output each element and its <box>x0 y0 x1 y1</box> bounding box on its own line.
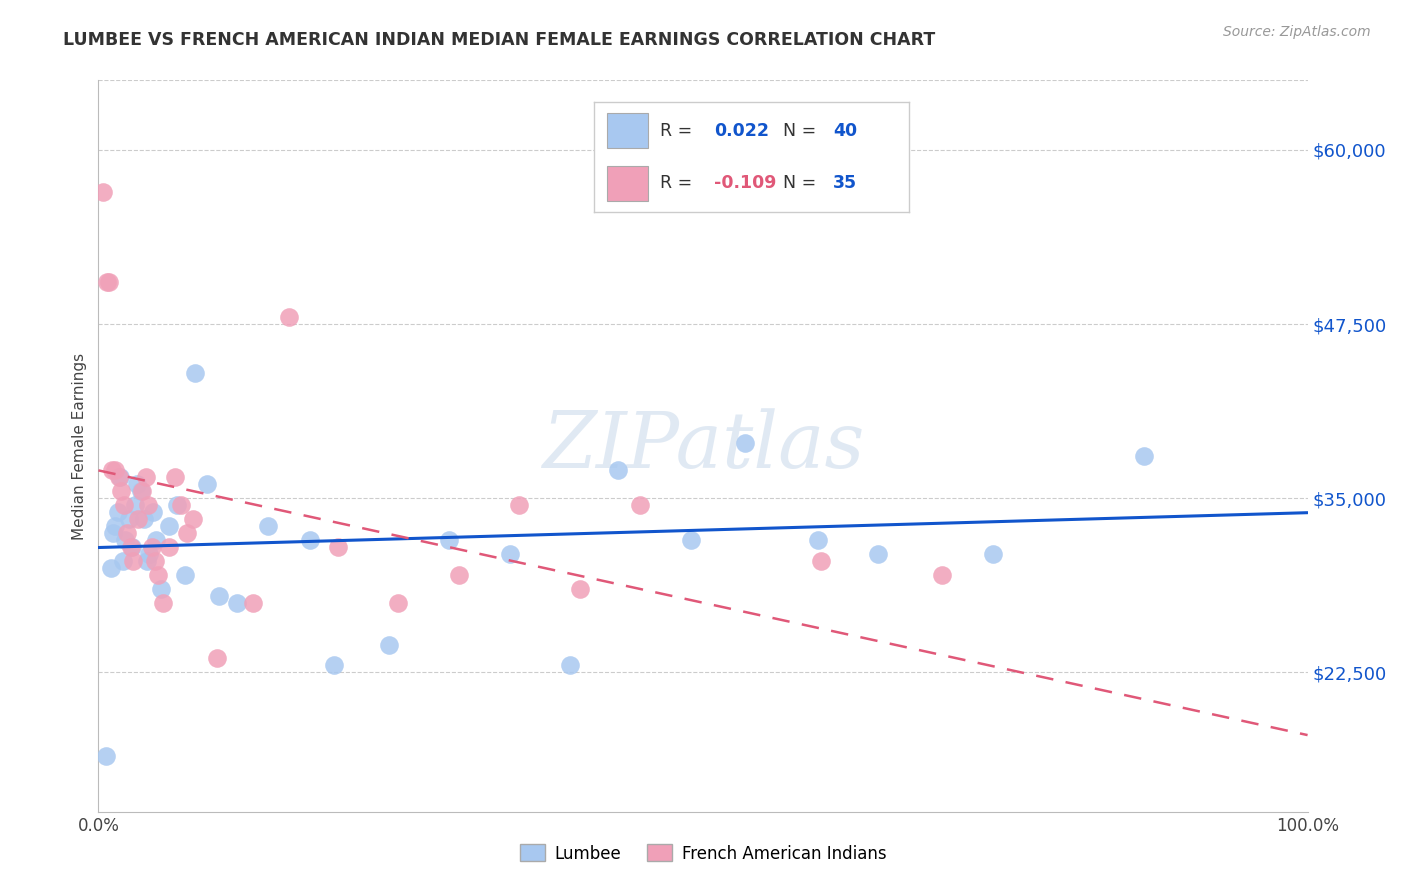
Point <box>142 505 165 519</box>
Point <box>157 540 180 554</box>
Point <box>127 477 149 491</box>
Point <box>498 547 520 561</box>
Point <box>138 547 160 561</box>
Point <box>152 596 174 610</box>
Point <box>114 533 136 547</box>
Point <box>226 596 249 610</box>
Point <box>163 470 186 484</box>
Point <box>981 547 1004 561</box>
Point <box>127 512 149 526</box>
Point <box>195 477 218 491</box>
Point <box>143 554 166 568</box>
Point <box>256 519 278 533</box>
Point <box>107 505 129 519</box>
Point <box>129 484 152 499</box>
Point <box>807 533 830 547</box>
Point <box>558 658 581 673</box>
Y-axis label: Median Female Earnings: Median Female Earnings <box>72 352 87 540</box>
Point <box>377 638 399 652</box>
Point <box>104 519 127 533</box>
Point <box>931 567 953 582</box>
Point <box>124 498 146 512</box>
Point <box>117 526 139 541</box>
Point <box>145 533 167 547</box>
Point <box>110 484 132 499</box>
Point <box>387 596 409 610</box>
Text: Source: ZipAtlas.com: Source: ZipAtlas.com <box>1223 25 1371 39</box>
Point <box>136 498 159 512</box>
Point <box>323 658 346 673</box>
Point <box>176 526 198 541</box>
Point <box>120 540 142 554</box>
Point <box>242 596 264 610</box>
Legend: Lumbee, French American Indians: Lumbee, French American Indians <box>513 838 893 869</box>
Point <box>208 589 231 603</box>
Point <box>112 498 135 512</box>
Point <box>326 540 349 554</box>
Point <box>101 526 124 541</box>
Point <box>135 554 157 568</box>
Point <box>135 470 157 484</box>
Point <box>628 498 651 512</box>
Point <box>146 567 169 582</box>
Point <box>169 498 191 512</box>
Point <box>166 498 188 512</box>
Point <box>278 310 301 325</box>
Point <box>184 366 207 380</box>
Point <box>810 554 832 568</box>
Point <box>734 435 756 450</box>
Point <box>157 519 180 533</box>
Point <box>181 512 204 526</box>
Point <box>104 463 127 477</box>
Point <box>96 275 118 289</box>
Point <box>568 582 591 596</box>
Text: LUMBEE VS FRENCH AMERICAN INDIAN MEDIAN FEMALE EARNINGS CORRELATION CHART: LUMBEE VS FRENCH AMERICAN INDIAN MEDIAN … <box>63 31 935 49</box>
Point <box>121 540 143 554</box>
Point <box>122 554 145 568</box>
Point <box>94 749 117 764</box>
Point <box>141 540 163 554</box>
Point <box>118 512 141 526</box>
Point <box>437 533 460 547</box>
Point <box>679 533 702 547</box>
Point <box>131 484 153 499</box>
Text: ZIPatlas: ZIPatlas <box>541 408 865 484</box>
Point <box>447 567 470 582</box>
Point <box>868 547 890 561</box>
Point <box>150 582 173 596</box>
Point <box>299 533 322 547</box>
Point <box>100 561 122 575</box>
Point <box>174 567 197 582</box>
Point <box>98 275 121 289</box>
Point <box>111 554 134 568</box>
Point <box>508 498 530 512</box>
Point <box>108 470 131 484</box>
Point <box>91 185 114 199</box>
Point <box>100 463 122 477</box>
Point <box>134 512 156 526</box>
Point <box>607 463 630 477</box>
Point <box>108 470 131 484</box>
Point <box>205 651 228 665</box>
Point <box>1133 450 1156 464</box>
